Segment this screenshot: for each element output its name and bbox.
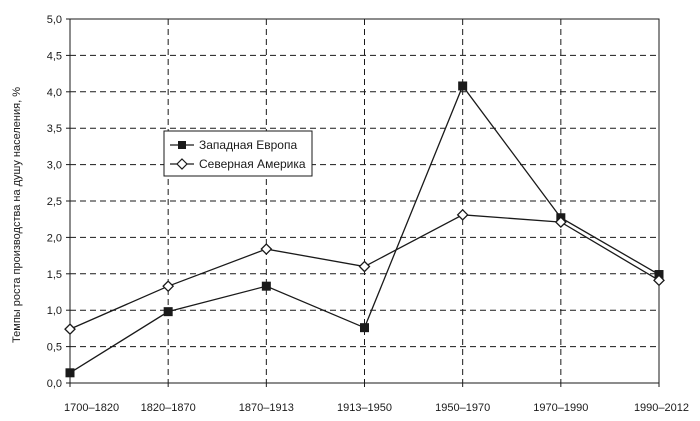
data-point-north-america: [358, 260, 371, 273]
y-tick-label: 2,5: [47, 196, 62, 208]
legend-label-north-america: Северная Америка: [199, 157, 306, 171]
legend-marker-north-america: [176, 158, 188, 170]
data-point-north-america: [162, 280, 175, 293]
y-tick-label: 1,5: [47, 269, 62, 281]
y-tick-label: 2,0: [47, 232, 62, 244]
y-tick-label: 0,5: [47, 342, 62, 354]
y-axis-title: Темпы роста производства на душу населен…: [11, 87, 23, 343]
y-tick-label: 0,0: [47, 378, 62, 390]
data-point-west-europe: [360, 323, 369, 333]
x-tick-label: 1820–1870: [141, 402, 196, 414]
data-point-north-america: [456, 208, 469, 221]
x-tick-label: 1700–1820: [64, 402, 119, 414]
x-tick-label: 1913–1950: [337, 402, 392, 414]
grid: [70, 19, 659, 383]
tick-labels: 0,0 0,5 1,0 1,5 2,0 2,5 3,0 3,5 4,0 4,5 5,0 1700–18…: [47, 14, 689, 414]
y-tick-label: 4,0: [47, 87, 62, 99]
y-tick-label: 3,0: [47, 160, 62, 172]
y-tick-label: 3,5: [47, 123, 62, 135]
legend-box: [163, 130, 313, 177]
plot-frame: [69, 18, 660, 384]
legend-marker-west-europe: [178, 141, 186, 149]
y-tick-label: 5,0: [47, 14, 62, 26]
data-point-west-europe: [261, 281, 271, 291]
legend-label-west-europe: Западная Европа: [199, 138, 297, 152]
data-point-west-europe: [458, 81, 468, 91]
data-point-west-europe: [65, 368, 75, 378]
x-tick-label: 1870–1913: [239, 402, 294, 414]
series: [64, 81, 665, 378]
data-point-north-america: [653, 274, 665, 287]
x-tick-label: 1950–1970: [435, 402, 490, 414]
data-point-north-america: [554, 216, 567, 229]
data-point-west-europe: [163, 307, 173, 317]
y-tick-label: 1,0: [47, 305, 62, 317]
y-tick-label: 4,5: [47, 50, 62, 62]
data-point-north-america: [260, 243, 273, 255]
data-point-north-america: [64, 323, 76, 336]
legend: Западная Европа Северная Америка: [163, 130, 313, 177]
x-tick-label: 1970–1990: [533, 402, 588, 414]
axes: [66, 18, 660, 387]
x-tick-label: 1990–2012: [634, 402, 689, 414]
